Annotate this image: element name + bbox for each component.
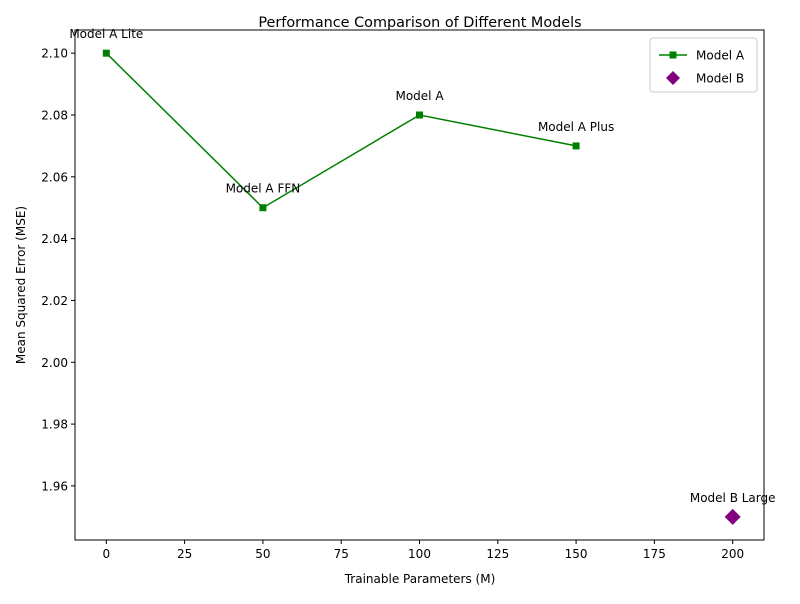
x-tick-label: 175	[643, 547, 666, 561]
legend: Model A Model B	[649, 37, 758, 93]
data-point-label: Model B Large	[690, 491, 776, 505]
y-tick-label: 2.02	[41, 294, 68, 308]
y-tick-label: 2.06	[41, 170, 68, 184]
series-model-b-point-marker	[724, 508, 741, 525]
x-tick-label: 25	[177, 547, 192, 561]
x-tick-label: 75	[334, 547, 349, 561]
x-axis-title: Trainable Parameters (M)	[344, 572, 496, 586]
data-point-label: Model A Lite	[69, 27, 143, 41]
x-tick-label: 150	[565, 547, 588, 561]
y-tick-label: 2.00	[41, 356, 68, 370]
legend-model-b-label: Model B	[696, 72, 744, 86]
y-tick-label: 2.08	[41, 109, 68, 123]
chart-title: Performance Comparison of Different Mode…	[258, 15, 581, 31]
x-tick-label: 50	[255, 547, 270, 561]
y-axis-ticks: 1.96 1.98 2.00 2.02 2.04 2.06 2.08 2.10	[41, 47, 75, 493]
plot-content: Model A Lite Model A FFN Model A Model A Pl…	[69, 27, 776, 525]
series-model-a-point-marker	[102, 49, 110, 57]
legend-model-b-diamond-marker	[666, 71, 680, 85]
series-model-a-point-marker	[572, 142, 580, 150]
y-tick-label: 1.98	[41, 418, 68, 432]
series-model-a-line	[105, 52, 577, 209]
y-tick-label: 2.04	[41, 232, 68, 246]
y-tick-label: 2.10	[41, 47, 68, 61]
x-tick-label: 200	[721, 547, 744, 561]
x-tick-label: 125	[486, 547, 509, 561]
data-point-label: Model A FFN	[226, 182, 301, 196]
data-point-label: Model A	[395, 89, 444, 103]
x-tick-label: 100	[408, 547, 431, 561]
y-tick-label: 1.96	[41, 479, 68, 493]
series-model-a-point-marker	[259, 204, 267, 212]
legend-model-a-label: Model A	[696, 49, 745, 63]
y-axis-title: Mean Squared Error (MSE)	[14, 206, 28, 364]
plot-frame	[74, 29, 765, 541]
x-axis-ticks: 0 25 50 75 100 125 150 175 200	[102, 540, 744, 561]
data-point-label: Model A Plus	[538, 120, 614, 134]
legend-model-a-square-marker	[669, 51, 677, 59]
x-tick-label: 0	[102, 547, 110, 561]
series-model-a-point-marker	[416, 111, 423, 119]
